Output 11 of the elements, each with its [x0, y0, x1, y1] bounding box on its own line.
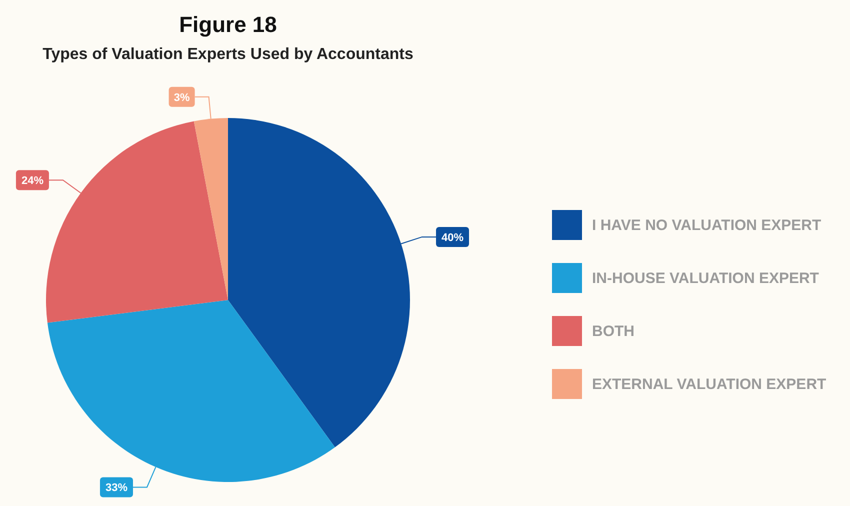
- data-label: 40%: [442, 232, 464, 244]
- data-label: 3%: [174, 92, 190, 104]
- chart-title: Figure 18: [179, 12, 277, 37]
- pie-slice: [46, 121, 228, 323]
- data-label: 33%: [105, 482, 128, 494]
- legend-label: IN-HOUSE VALUATION EXPERT: [592, 270, 819, 287]
- chart-subtitle: Types of Valuation Experts Used by Accountants: [42, 46, 414, 63]
- legend-label: EXTERNAL VALUATION EXPERT: [592, 376, 826, 393]
- legend-label: I HAVE NO VALUATION EXPERT: [592, 217, 822, 234]
- data-label: 24%: [21, 175, 44, 188]
- legend-label: BOTH: [592, 323, 634, 340]
